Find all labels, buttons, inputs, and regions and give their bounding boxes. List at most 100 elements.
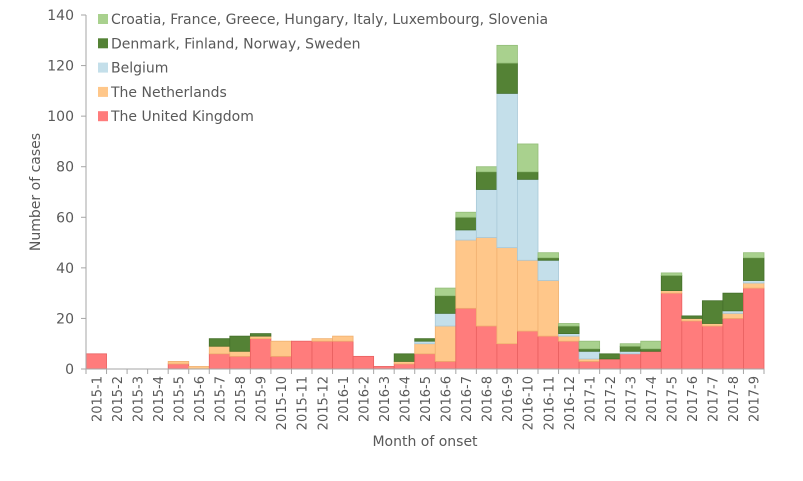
bar-segment (496, 92, 518, 249)
bar-segment (722, 318, 744, 370)
bar-segment (291, 340, 313, 370)
bar-segment (619, 353, 642, 370)
bar-segment (249, 333, 272, 337)
x-tick-label: 2015-3 (131, 376, 146, 422)
bar-segment (558, 335, 580, 342)
x-tick-label: 2016-12 (563, 376, 578, 430)
bar-segment (496, 343, 518, 370)
bar-segment (640, 340, 662, 350)
bar-segment (311, 338, 333, 342)
x-tick-label: 2015-7 (214, 376, 229, 422)
legend-label: The Netherlands (110, 85, 227, 101)
bar-segment (475, 325, 498, 370)
y-tick-label: 0 (65, 362, 74, 378)
x-tick-label: 2015-9 (255, 376, 270, 422)
bar-segment (229, 335, 251, 352)
bar-segment (455, 216, 477, 231)
bar-segment (743, 252, 765, 259)
legend-swatch (98, 14, 108, 24)
y-tick-label: 40 (56, 261, 74, 277)
x-tick-label: 2016-8 (481, 376, 496, 422)
bar-segment (208, 345, 231, 355)
bar-segment (414, 343, 436, 355)
x-tick-label: 2015-1 (90, 376, 105, 422)
bar-segment (743, 282, 765, 289)
legend-label: The United Kingdom (110, 109, 254, 125)
x-tick-label: 2016-5 (419, 376, 434, 422)
bar-segment (701, 300, 724, 324)
x-tick-label: 2017-1 (583, 376, 598, 422)
bar-segment (475, 237, 498, 327)
bar-segment (578, 340, 601, 350)
bar-segment (640, 350, 662, 370)
bar-segment (558, 325, 580, 334)
x-tick-label: 2015-2 (111, 376, 126, 422)
bar-segment (352, 355, 375, 370)
bar-segment (455, 239, 477, 309)
bar-segment (517, 330, 539, 370)
bar-segment (455, 229, 477, 241)
bar-segment (537, 335, 559, 370)
x-tick-label: 2017-5 (666, 376, 681, 422)
bar-segment (434, 287, 457, 297)
bar-segment (475, 166, 498, 173)
legend-item: Denmark, Finland, Norway, Sweden (98, 36, 361, 52)
bar-segment (475, 189, 498, 238)
legend-item: The United Kingdom (98, 109, 254, 125)
bar-segment (517, 259, 539, 332)
bar-segment (229, 350, 251, 357)
bar-segment (393, 363, 416, 370)
x-tick-label: 2017-3 (624, 376, 639, 422)
bar-segment (270, 340, 292, 357)
legend-item: Belgium (98, 61, 168, 77)
bar-segment (434, 312, 457, 327)
bar-segment (681, 315, 703, 319)
bar-segment (496, 62, 518, 94)
bar-segment (599, 358, 621, 370)
y-tick-label: 60 (56, 210, 74, 226)
x-tick-label: 2015-5 (172, 376, 187, 422)
y-tick-label: 140 (47, 8, 74, 24)
legend-label: Croatia, France, Greece, Hungary, Italy,… (111, 12, 548, 28)
bar-segment (660, 272, 683, 276)
legend-swatch (98, 86, 108, 97)
x-tick-label: 2017-8 (727, 376, 742, 422)
bar-segment (578, 350, 601, 360)
bars-layer (85, 44, 765, 370)
bar-segment (475, 171, 498, 190)
bar-segment (558, 323, 580, 327)
bar-segment (311, 340, 333, 370)
legend-item: The Netherlands (98, 85, 227, 101)
bar-segment (455, 211, 477, 218)
bar-segment (414, 353, 436, 370)
legend-swatch (98, 38, 108, 49)
legend-swatch (98, 62, 108, 73)
bar-segment (517, 178, 539, 261)
bar-segment (537, 280, 559, 337)
bar-segment (537, 252, 559, 259)
legend-item: Croatia, France, Greece, Hungary, Italy,… (98, 12, 548, 28)
bar-segment (167, 361, 190, 365)
bar-segment (743, 257, 765, 281)
x-tick-label: 2015-6 (193, 376, 208, 422)
bar-segment (722, 292, 744, 312)
bar-segment (414, 338, 436, 342)
bar-segment (167, 363, 190, 370)
x-tick-label: 2016-10 (522, 376, 537, 430)
bar-segment (208, 338, 231, 347)
bar-segment (619, 343, 642, 347)
bar-segment (660, 275, 683, 292)
y-tick-label: 80 (56, 160, 74, 176)
x-tick-label: 2015-12 (316, 376, 331, 430)
bar-segment (558, 340, 580, 370)
bar-segment (393, 353, 416, 362)
x-tick-label: 2017-2 (604, 376, 619, 422)
legend: Croatia, France, Greece, Hungary, Italy,… (98, 12, 548, 125)
bar-segment (455, 307, 477, 370)
bar-segment (434, 361, 457, 370)
bar-segment (681, 320, 703, 370)
bar-segment (722, 312, 744, 319)
x-tick-label: 2015-8 (234, 376, 249, 422)
x-tick-label: 2016-4 (398, 376, 413, 422)
